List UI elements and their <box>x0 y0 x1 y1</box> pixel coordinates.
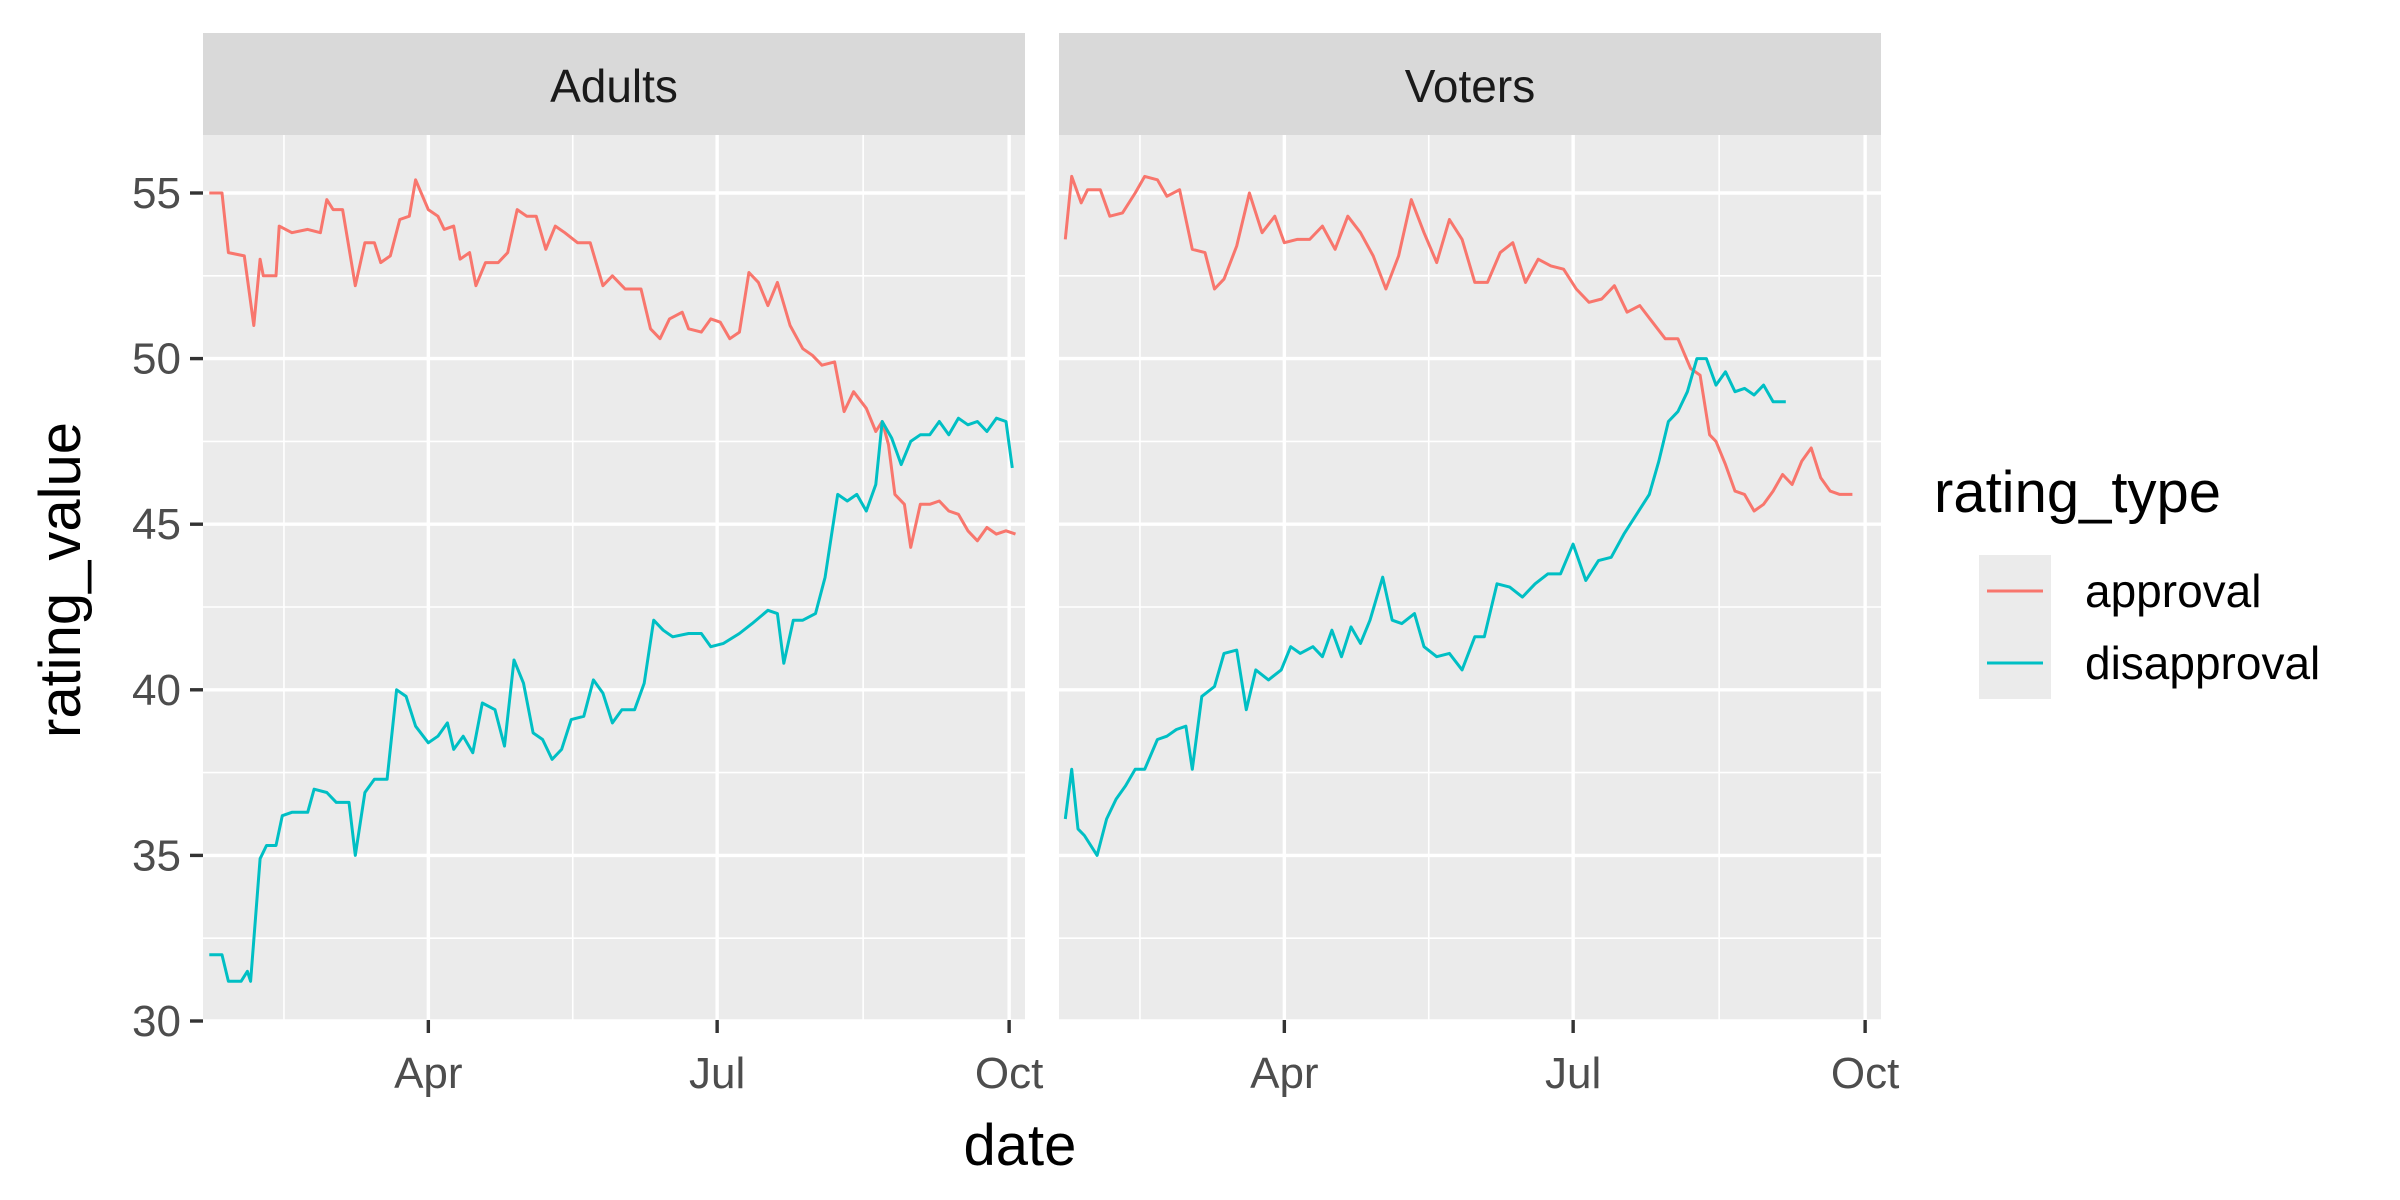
x-tick-label: Apr <box>394 1049 462 1098</box>
y-axis-title: rating_value <box>28 422 93 738</box>
legend-title: rating_type <box>1934 460 2221 525</box>
y-tick-label: 30 <box>132 997 181 1046</box>
legend-label-approval: approval <box>2085 565 2261 617</box>
legend-keys: approval disapproval <box>1979 555 2320 699</box>
x-tick-label: Oct <box>1831 1049 1899 1098</box>
x-axis-title: date <box>964 1113 1077 1178</box>
y-tick-label: 55 <box>132 169 181 218</box>
panel-background <box>203 135 1025 1020</box>
facet-strip <box>1059 33 1881 135</box>
facet-strip-label: Voters <box>1405 60 1535 112</box>
x-tick-label: Oct <box>975 1049 1043 1098</box>
panel-voters: Voters <box>1059 33 1881 1023</box>
legend: rating_type approval disapproval <box>1934 460 2320 699</box>
legend-label-disapproval: disapproval <box>2085 637 2320 689</box>
axes: Apr Jul Oct Apr Jul Oct 30 35 40 45 50 55 <box>132 169 1899 1098</box>
facet-strip <box>203 33 1025 135</box>
y-tick-label: 40 <box>132 666 181 715</box>
panel-adults: Adults <box>203 33 1025 1023</box>
series-line-disapproval <box>1063 357 1786 857</box>
panel-background <box>1059 135 1881 1020</box>
x-tick-label: Apr <box>1250 1049 1318 1098</box>
y-tick-label: 45 <box>132 500 181 549</box>
facet-strip-label: Adults <box>550 60 678 112</box>
panels: Adults Voters <box>203 33 1881 1023</box>
y-tick-label: 50 <box>132 335 181 384</box>
series-line-approval <box>209 178 1016 549</box>
y-tick-label: 35 <box>132 831 181 880</box>
series-line-approval <box>1063 174 1853 513</box>
x-tick-label: Jul <box>1545 1049 1601 1098</box>
x-tick-label: Jul <box>689 1049 745 1098</box>
series-line-disapproval <box>209 416 1014 983</box>
